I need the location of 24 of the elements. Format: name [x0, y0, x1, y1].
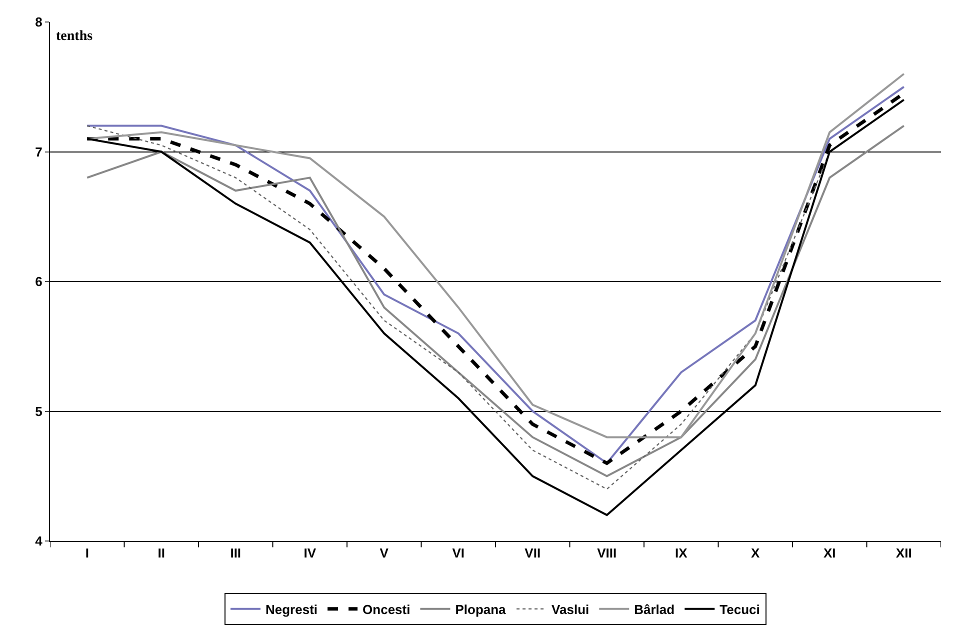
x-tick-label: VIII: [597, 546, 617, 561]
y-tick-label: 7: [35, 144, 42, 160]
y-tick-label: 6: [35, 274, 42, 290]
x-tick-label: VII: [524, 546, 541, 561]
x-tick-label: IV: [304, 546, 316, 561]
y-tick-label: 8: [35, 14, 42, 30]
y-axis-title: tenths: [56, 29, 94, 44]
y-tick-label: 4: [35, 534, 44, 549]
legend-label: Negresti: [266, 602, 318, 617]
x-tick-label: I: [85, 546, 89, 561]
x-tick-label: VI: [452, 546, 465, 561]
legend-label: Oncesti: [362, 602, 410, 617]
y-tick-label: 5: [35, 404, 42, 419]
x-tick-label: III: [230, 546, 242, 561]
legend-label: Vaslui: [552, 602, 590, 617]
legend-label: Plopana: [455, 602, 507, 617]
x-tick-label: V: [380, 546, 389, 561]
legend-label: Bârlad: [634, 602, 675, 617]
x-tick-label: X: [751, 546, 760, 561]
legend-label: Tecuci: [720, 602, 760, 617]
x-tick-label: IX: [674, 546, 688, 561]
x-tick-label: II: [158, 546, 165, 561]
x-tick-label: XII: [896, 546, 912, 561]
x-tick-label: XI: [823, 546, 836, 561]
